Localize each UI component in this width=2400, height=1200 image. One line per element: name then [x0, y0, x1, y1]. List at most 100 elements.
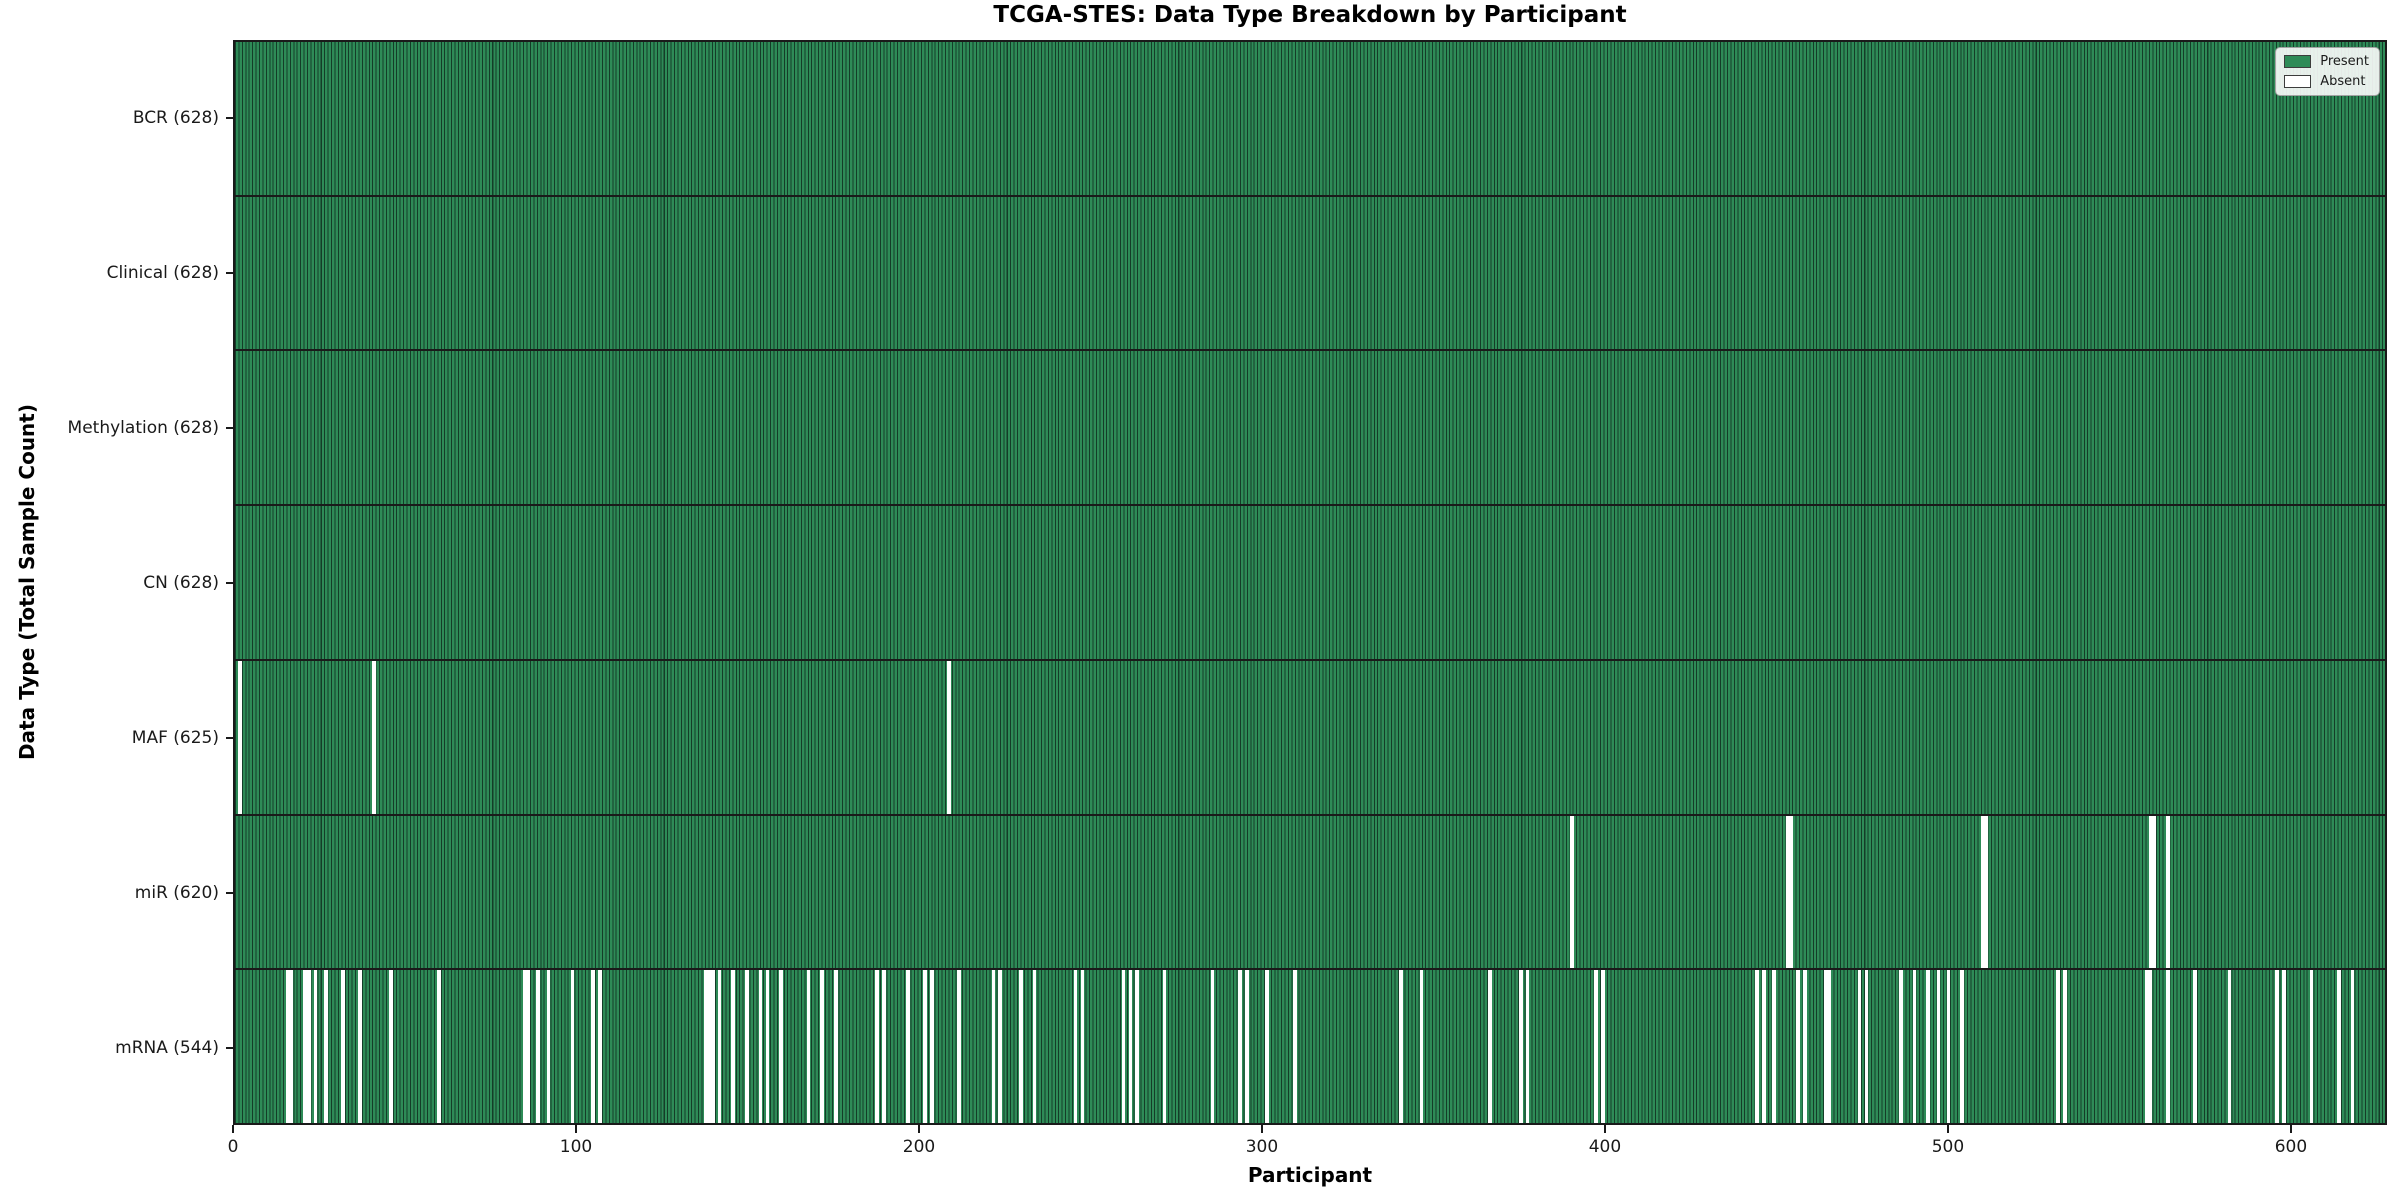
absent-stripe	[1926, 970, 1930, 1124]
absent-stripe	[731, 970, 736, 1124]
absent-stripe	[546, 970, 551, 1124]
absent-stripe	[1488, 970, 1492, 1124]
legend-label-absent: Absent	[2320, 74, 2366, 89]
absent-stripe	[1238, 970, 1242, 1124]
y-tick-label: MAF (625)	[131, 727, 219, 748]
present-swatch-icon	[2284, 55, 2312, 68]
y-tick-label: BCR (628)	[132, 107, 219, 128]
absent-stripe	[1518, 970, 1523, 1124]
absent-stripe	[923, 970, 927, 1124]
absent-stripe	[522, 970, 527, 1124]
absent-stripe	[1936, 970, 1941, 1124]
y-tick-mark	[226, 426, 233, 429]
legend: Present Absent	[2275, 47, 2380, 96]
absent-stripe	[371, 660, 376, 814]
absent-stripe	[875, 970, 879, 1124]
absent-stripe	[2337, 970, 2341, 1124]
plot-area: Present Absent	[233, 40, 2387, 1125]
absent-stripe	[2309, 970, 2314, 1124]
absent-stripe	[1210, 970, 1215, 1124]
absent-stripe	[1292, 970, 1297, 1124]
absent-stripe	[238, 660, 243, 814]
absent-stripe	[2227, 970, 2232, 1124]
absent-stripe	[1601, 970, 1605, 1124]
absent-stripe	[2350, 970, 2355, 1124]
absent-stripe	[2148, 815, 2153, 969]
absent-stripe	[1080, 970, 1085, 1124]
absent-stripe	[2193, 970, 2197, 1124]
absent-stripe	[1785, 815, 1790, 969]
x-axis-label: Participant	[1247, 1163, 1373, 1187]
x-tick-label: 500	[1931, 1137, 1965, 1157]
absent-stripe	[2145, 970, 2150, 1124]
absent-stripe	[1796, 970, 1800, 1124]
absent-stripe	[2282, 970, 2286, 1124]
x-tick-label: 0	[227, 1137, 239, 1157]
row-mrna	[235, 970, 2385, 1124]
absent-stripe	[998, 970, 1003, 1124]
absent-stripe	[2165, 970, 2170, 1124]
absent-stripe	[717, 970, 722, 1124]
absent-stripe	[1570, 815, 1574, 969]
y-tick-label: mRNA (544)	[115, 1037, 219, 1058]
absent-stripe	[1265, 970, 1270, 1124]
y-tick-mark	[226, 271, 233, 274]
y-tick-label: CN (628)	[143, 572, 219, 593]
absent-stripe	[313, 970, 318, 1124]
absent-stripe	[765, 970, 770, 1124]
absent-stripe	[570, 970, 575, 1124]
row-methylation	[235, 351, 2385, 507]
absent-stripe	[526, 970, 530, 1124]
y-tick-mark	[226, 736, 233, 739]
absent-stripe	[1984, 815, 1989, 969]
x-tick-label: 400	[1588, 1137, 1622, 1157]
absent-stripe	[758, 970, 763, 1124]
absent-stripe	[1032, 970, 1037, 1124]
row-clinical	[235, 196, 2385, 352]
absent-stripe	[806, 970, 811, 1124]
y-tick-mark	[226, 1046, 233, 1049]
x-tick-label: 600	[2274, 1137, 2308, 1157]
absent-stripe	[1864, 970, 1869, 1124]
absent-stripe	[1981, 815, 1985, 969]
x-tick-mark	[574, 1125, 577, 1133]
absent-stripe	[1946, 970, 1951, 1124]
x-tick-label: 100	[559, 1137, 593, 1157]
x-tick-mark	[1946, 1125, 1949, 1133]
y-tick-mark	[226, 116, 233, 119]
absent-stripe	[1073, 970, 1078, 1124]
absent-stripe	[1898, 970, 1903, 1124]
chart-title: TCGA-STES: Data Type Breakdown by Partic…	[993, 2, 1627, 28]
absent-stripe	[1912, 970, 1917, 1124]
absent-stripe	[1960, 970, 1965, 1124]
absent-stripe	[358, 970, 362, 1124]
absent-stripe	[1857, 970, 1862, 1124]
x-tick-label: 200	[902, 1137, 936, 1157]
absent-stripe	[707, 970, 712, 1124]
x-axis-ticks: 0 100 200 300 400 500 600	[228, 1125, 2387, 1171]
absent-stripe	[1802, 970, 1807, 1124]
row-maf	[235, 660, 2385, 816]
absent-stripe	[597, 970, 602, 1124]
absent-stripe	[341, 970, 345, 1124]
absent-stripe	[2275, 970, 2280, 1124]
absent-stripe	[745, 970, 749, 1124]
x-tick-mark	[1260, 1125, 1263, 1133]
absent-stripe	[1018, 970, 1023, 1124]
absent-stripe	[1162, 970, 1167, 1124]
absent-stripe	[1826, 970, 1831, 1124]
absent-stripe	[1121, 970, 1126, 1124]
absent-stripe	[436, 970, 441, 1124]
absent-stripe	[947, 660, 951, 814]
absent-stripe	[1755, 970, 1759, 1124]
y-tick-label: Methylation (628)	[67, 417, 219, 438]
absent-stripe	[324, 970, 328, 1124]
absent-stripe	[2165, 815, 2170, 969]
y-tick-label: miR (620)	[134, 882, 219, 903]
absent-swatch-icon	[2284, 75, 2312, 88]
absent-stripe	[1525, 970, 1530, 1124]
absent-stripe	[704, 970, 708, 1124]
row-bcr	[235, 42, 2385, 197]
absent-stripe	[1419, 970, 1424, 1124]
